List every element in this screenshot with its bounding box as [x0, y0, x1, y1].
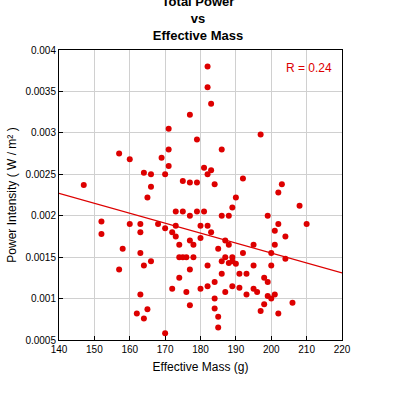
svg-text:150: 150	[86, 344, 103, 355]
svg-text:170: 170	[157, 344, 174, 355]
svg-text:180: 180	[192, 344, 209, 355]
svg-text:190: 190	[228, 344, 245, 355]
svg-text:0.0015: 0.0015	[25, 252, 56, 263]
svg-text:0.0025: 0.0025	[25, 169, 56, 180]
svg-text:140: 140	[51, 344, 68, 355]
svg-text:160: 160	[121, 344, 138, 355]
svg-text:200: 200	[263, 344, 280, 355]
svg-text:0.002: 0.002	[31, 210, 56, 221]
svg-text:Total PowervsEffective Mass: Total PowervsEffective Mass	[153, 0, 243, 43]
svg-text:R = 0.24: R = 0.24	[286, 61, 332, 75]
svg-text:0.003: 0.003	[31, 127, 56, 138]
svg-text:0.0035: 0.0035	[25, 86, 56, 97]
svg-text:Effective Mass (g): Effective Mass (g)	[153, 360, 249, 374]
svg-text:220: 220	[334, 344, 351, 355]
svg-text:210: 210	[298, 344, 315, 355]
svg-text:0.0005: 0.0005	[25, 335, 56, 346]
svg-text:0.001: 0.001	[31, 293, 56, 304]
svg-text:Power Intensity ( W / m² ): Power Intensity ( W / m² )	[5, 127, 19, 262]
svg-text:0.004: 0.004	[31, 45, 56, 56]
